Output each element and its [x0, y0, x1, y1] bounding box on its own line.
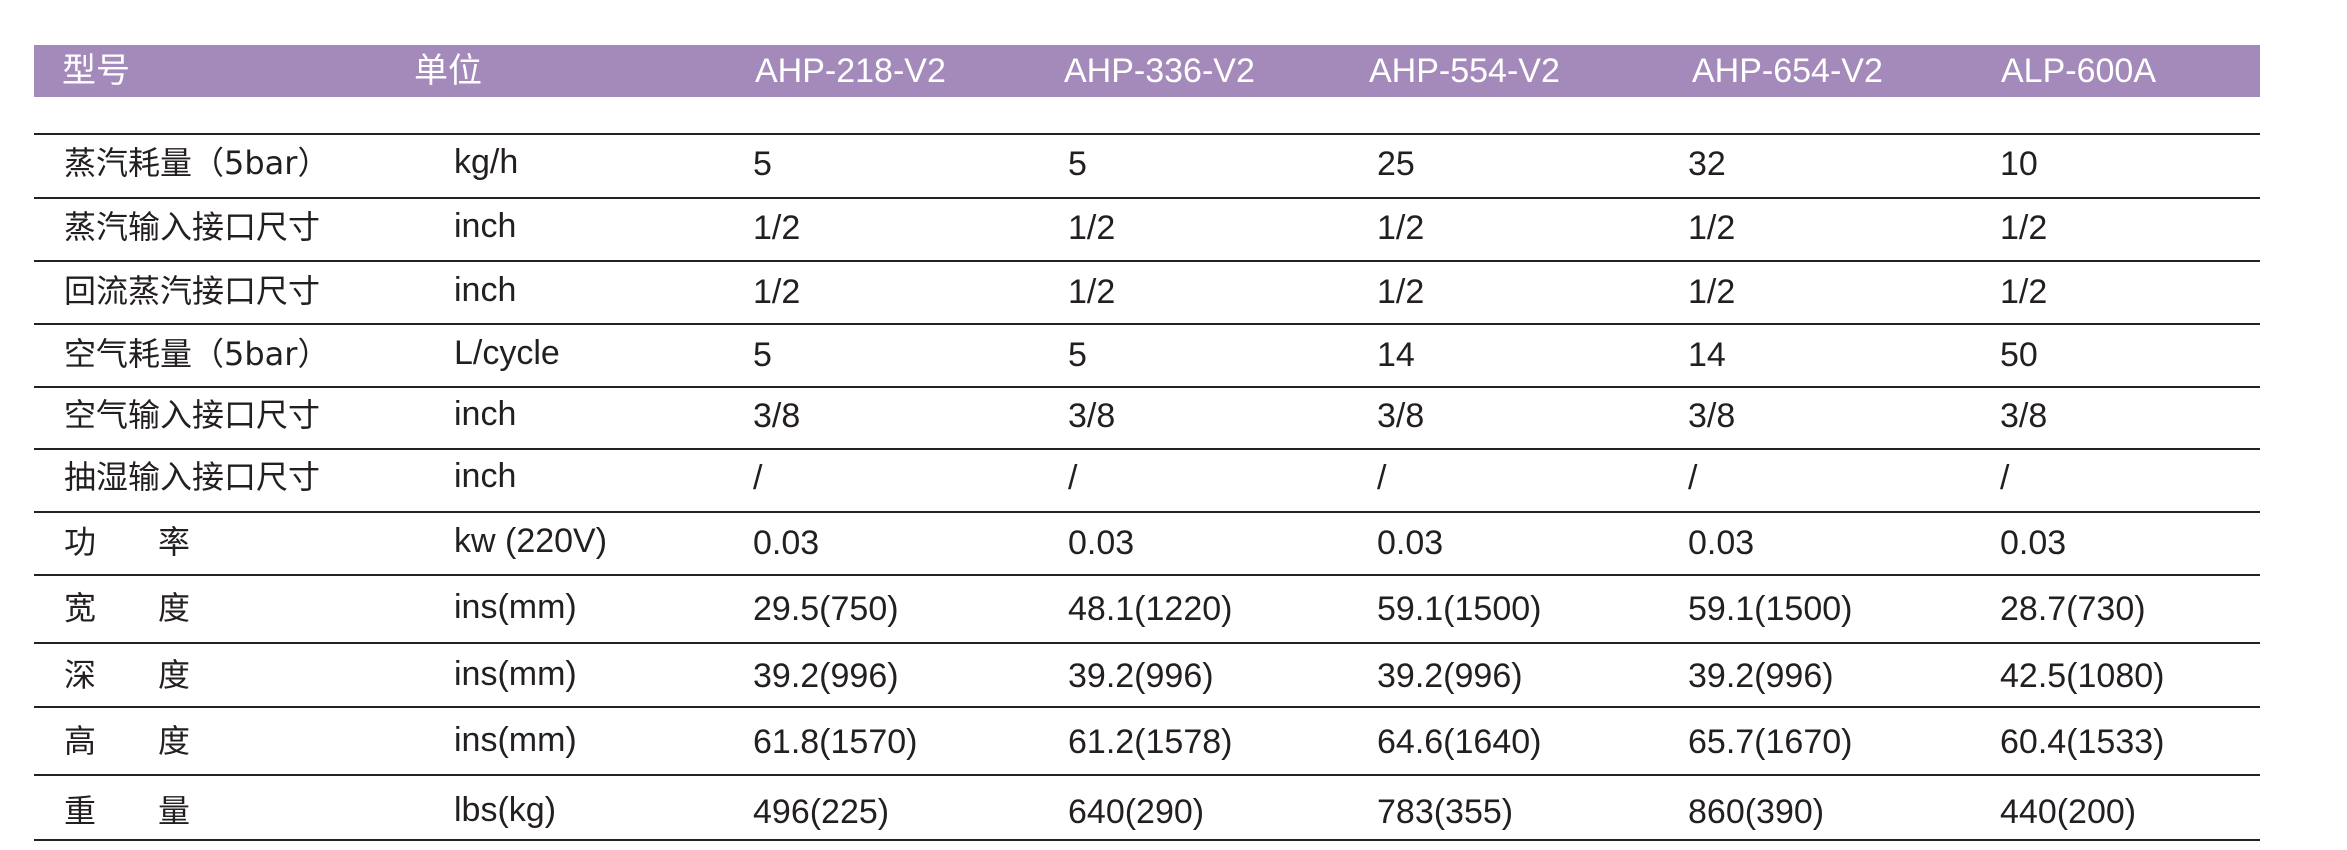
row-unit: kg/h: [454, 143, 519, 181]
row-value-model-4: 0.03: [1688, 524, 1755, 562]
table-row: 重量 lbs(kg) 496(225) 640(290) 783(355) 860(390…: [34, 776, 2260, 841]
row-unit: inch: [454, 207, 517, 245]
row-value-model-2: 640(290): [1068, 793, 1205, 831]
row-value-model-2: 5: [1068, 336, 1087, 374]
row-label: 重量: [64, 792, 253, 830]
row-value-model-4: /: [1688, 459, 1698, 497]
header-unit-label: 单位: [414, 52, 482, 90]
row-unit: inch: [454, 457, 517, 495]
row-value-model-4: 59.1(1500): [1688, 590, 1853, 628]
row-value-model-2: 3/8: [1068, 397, 1116, 435]
row-value-model-1: 496(225): [753, 793, 890, 831]
row-label: 宽度: [64, 589, 253, 627]
row-value-model-1: 61.8(1570): [753, 723, 918, 761]
row-value-model-2: 39.2(996): [1068, 657, 1214, 695]
row-label: 抽湿输入接口尺寸: [64, 458, 321, 496]
row-value-model-1: 3/8: [753, 397, 801, 435]
row-unit: ins(mm): [454, 588, 577, 626]
row-unit: inch: [454, 271, 517, 309]
row-label: 深度: [64, 656, 253, 694]
table-row: 抽湿输入接口尺寸 inch / / / / /: [34, 450, 2260, 513]
spec-table: 型号 单位 AHP-218-V2 AHP-336-V2 AHP-554-V2 A…: [34, 45, 2260, 841]
row-value-model-5: 42.5(1080): [2000, 657, 2165, 695]
row-value-model-2: 61.2(1578): [1068, 723, 1233, 761]
row-value-model-4: 3/8: [1688, 397, 1736, 435]
row-value-model-2: 1/2: [1068, 273, 1116, 311]
row-value-model-3: 64.6(1640): [1377, 723, 1542, 761]
row-value-model-3: 39.2(996): [1377, 657, 1523, 695]
row-value-model-3: 3/8: [1377, 397, 1425, 435]
row-value-model-4: 65.7(1670): [1688, 723, 1853, 761]
row-value-model-3: 59.1(1500): [1377, 590, 1542, 628]
row-unit: L/cycle: [454, 334, 560, 372]
row-unit: ins(mm): [454, 721, 577, 759]
row-value-model-3: 14: [1377, 336, 1415, 374]
header-model-2: AHP-336-V2: [1064, 52, 1255, 90]
row-value-model-5: 28.7(730): [2000, 590, 2146, 628]
row-value-model-3: 25: [1377, 145, 1415, 183]
row-value-model-3: /: [1377, 459, 1387, 497]
row-unit: ins(mm): [454, 655, 577, 693]
row-value-model-3: 0.03: [1377, 524, 1444, 562]
row-value-model-3: 1/2: [1377, 273, 1425, 311]
row-value-model-2: 1/2: [1068, 209, 1116, 247]
row-value-model-3: 783(355): [1377, 793, 1514, 831]
header-model-label: 型号: [62, 52, 130, 90]
table-body: 蒸汽耗量（5bar） kg/h 5 5 25 32 10 蒸汽输入接口尺寸 inch 1/2 1/2…: [34, 135, 2260, 841]
row-value-model-1: 29.5(750): [753, 590, 899, 628]
row-value-model-1: 5: [753, 336, 772, 374]
header-gap: [34, 97, 2260, 135]
row-value-model-5: 0.03: [2000, 524, 2067, 562]
row-value-model-4: 860(390): [1688, 793, 1825, 831]
row-value-model-1: 0.03: [753, 524, 820, 562]
row-value-model-4: 1/2: [1688, 209, 1736, 247]
table-row: 宽度 ins(mm) 29.5(750) 48.1(1220) 59.1(1500) 59…: [34, 576, 2260, 644]
table-row: 高度 ins(mm) 61.8(1570) 61.2(1578) 64.6(1640) 6…: [34, 708, 2260, 776]
table-header: 型号 单位 AHP-218-V2 AHP-336-V2 AHP-554-V2 A…: [34, 45, 2260, 97]
row-value-model-1: /: [753, 459, 763, 497]
row-value-model-4: 32: [1688, 145, 1726, 183]
row-value-model-1: 1/2: [753, 273, 801, 311]
table-row: 蒸汽耗量（5bar） kg/h 5 5 25 32 10: [34, 135, 2260, 199]
table-row: 深度 ins(mm) 39.2(996) 39.2(996) 39.2(996) 39.2…: [34, 644, 2260, 708]
row-value-model-4: 1/2: [1688, 273, 1736, 311]
table-row: 空气耗量（5bar） L/cycle 5 5 14 14 50: [34, 325, 2260, 388]
row-label: 功率: [64, 523, 253, 561]
row-value-model-4: 39.2(996): [1688, 657, 1834, 695]
row-value-model-5: 60.4(1533): [2000, 723, 2165, 761]
row-value-model-1: 39.2(996): [753, 657, 899, 695]
row-value-model-1: 1/2: [753, 209, 801, 247]
row-value-model-4: 14: [1688, 336, 1726, 374]
row-label: 蒸汽耗量（5bar）: [64, 144, 330, 182]
row-value-model-5: 3/8: [2000, 397, 2048, 435]
row-value-model-5: 10: [2000, 145, 2038, 183]
header-model-5: ALP-600A: [2001, 52, 2156, 90]
row-value-model-2: /: [1068, 459, 1078, 497]
row-unit: lbs(kg): [454, 791, 557, 829]
header-model-4: AHP-654-V2: [1692, 52, 1883, 90]
row-label: 空气输入接口尺寸: [64, 396, 321, 434]
row-value-model-5: 1/2: [2000, 209, 2048, 247]
row-value-model-5: 50: [2000, 336, 2038, 374]
row-value-model-2: 0.03: [1068, 524, 1135, 562]
row-unit: kw (220V): [454, 522, 608, 560]
table-row: 空气输入接口尺寸 inch 3/8 3/8 3/8 3/8 3/8: [34, 388, 2260, 450]
table-row: 蒸汽输入接口尺寸 inch 1/2 1/2 1/2 1/2 1/2: [34, 199, 2260, 262]
row-label: 高度: [64, 722, 253, 760]
header-model-3: AHP-554-V2: [1369, 52, 1560, 90]
row-label: 回流蒸汽接口尺寸: [64, 272, 321, 310]
header-model-1: AHP-218-V2: [755, 52, 946, 90]
row-value-model-5: 440(200): [2000, 793, 2137, 831]
row-value-model-5: /: [2000, 459, 2010, 497]
row-value-model-5: 1/2: [2000, 273, 2048, 311]
row-value-model-3: 1/2: [1377, 209, 1425, 247]
row-value-model-2: 5: [1068, 145, 1087, 183]
row-label: 空气耗量（5bar）: [64, 335, 330, 373]
row-value-model-1: 5: [753, 145, 772, 183]
row-value-model-2: 48.1(1220): [1068, 590, 1233, 628]
row-unit: inch: [454, 395, 517, 433]
table-row: 功率 kw (220V) 0.03 0.03 0.03 0.03 0.03: [34, 513, 2260, 576]
table-row: 回流蒸汽接口尺寸 inch 1/2 1/2 1/2 1/2 1/2: [34, 262, 2260, 325]
row-label: 蒸汽输入接口尺寸: [64, 208, 321, 246]
